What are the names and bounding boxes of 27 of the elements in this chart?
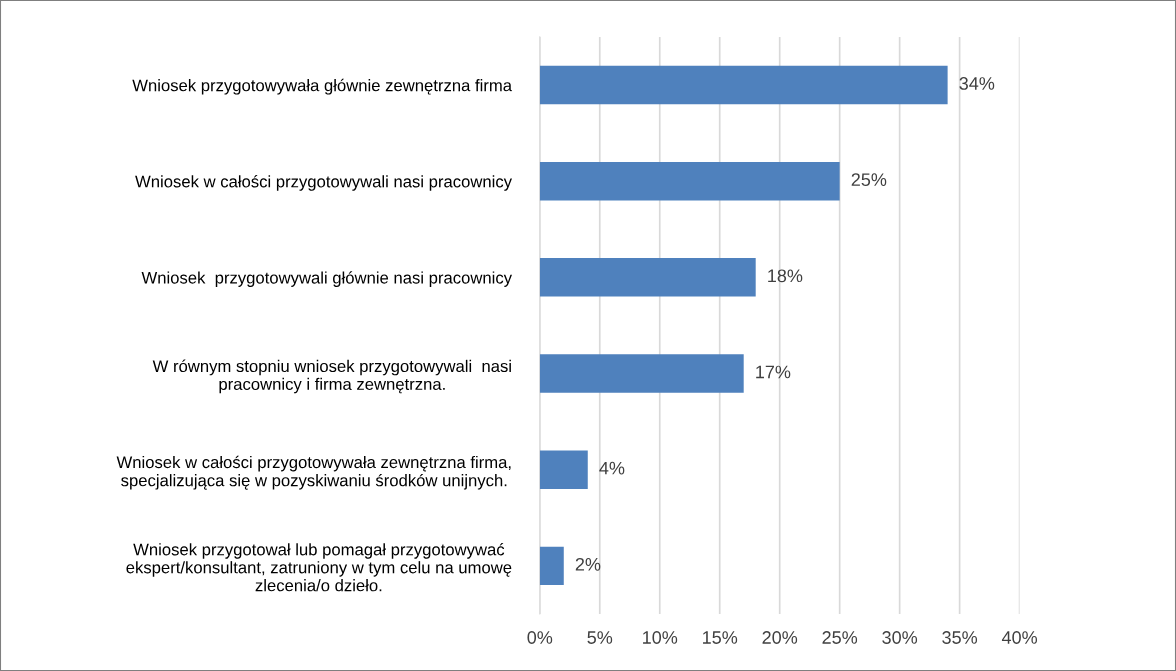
bar <box>539 450 588 489</box>
y-tick-label: Wniosek w całości przygotowywali nasi pracownicy <box>135 175 512 191</box>
data-label: 17% <box>756 365 791 379</box>
y-tick-label: Wniosek w całości przygotowywała zewnętrzna firma, specjalizująca się w pozyskiwaniu środków unijnych. <box>116 455 511 490</box>
y-tick-label: W równym stopniu wniosek przygotowywali nasi pracownicy i firma zewnętrzna. <box>152 359 511 394</box>
bar <box>539 161 840 201</box>
bar <box>539 354 744 393</box>
x-tick-label: 30% <box>882 631 918 644</box>
bar <box>539 546 564 586</box>
x-tick-label: 40% <box>1001 631 1038 644</box>
x-tick-label: 15% <box>703 631 738 644</box>
data-label: 25% <box>851 173 887 187</box>
data-label: 2% <box>575 557 601 571</box>
bar <box>539 65 948 105</box>
data-label: 34% <box>959 77 995 90</box>
x-tick-label: 10% <box>643 631 678 644</box>
data-label: 4% <box>599 461 625 475</box>
y-tick-label: Wniosek przygotował lub pomagał przygotowywać ekspert/konsultant, zatruniony w tym celu na umowę zlecenia/o dzieło. <box>126 542 512 592</box>
data-label: 18% <box>768 269 803 283</box>
y-tick-label: Wniosek przygotowywała głównie zewnętrzna firma <box>132 78 513 95</box>
x-tick-label: 20% <box>762 631 798 644</box>
x-tick-label: 35% <box>942 631 978 644</box>
x-tick-label: 25% <box>822 631 858 644</box>
y-tick-label: Wniosek przygotowywali głównie nasi pracownicy <box>141 271 512 287</box>
x-tick-label: 0% <box>527 631 553 644</box>
bar <box>539 258 756 297</box>
x-tick-label: 5% <box>587 631 613 644</box>
